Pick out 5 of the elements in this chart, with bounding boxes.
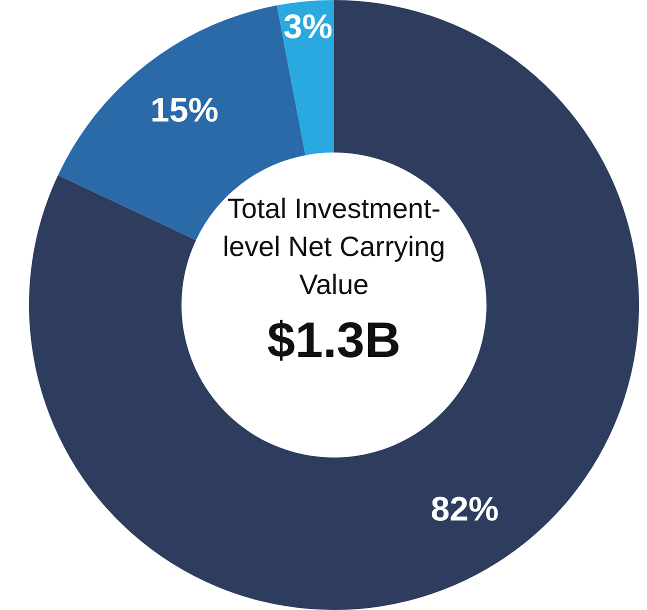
data-label: 15% <box>150 92 218 130</box>
data-label: 82% <box>430 490 499 528</box>
text: $1.3B <box>266 311 402 370</box>
text: Total Investment-level Net Carrying Value <box>222 192 446 302</box>
data-label: 3% <box>283 8 332 46</box>
